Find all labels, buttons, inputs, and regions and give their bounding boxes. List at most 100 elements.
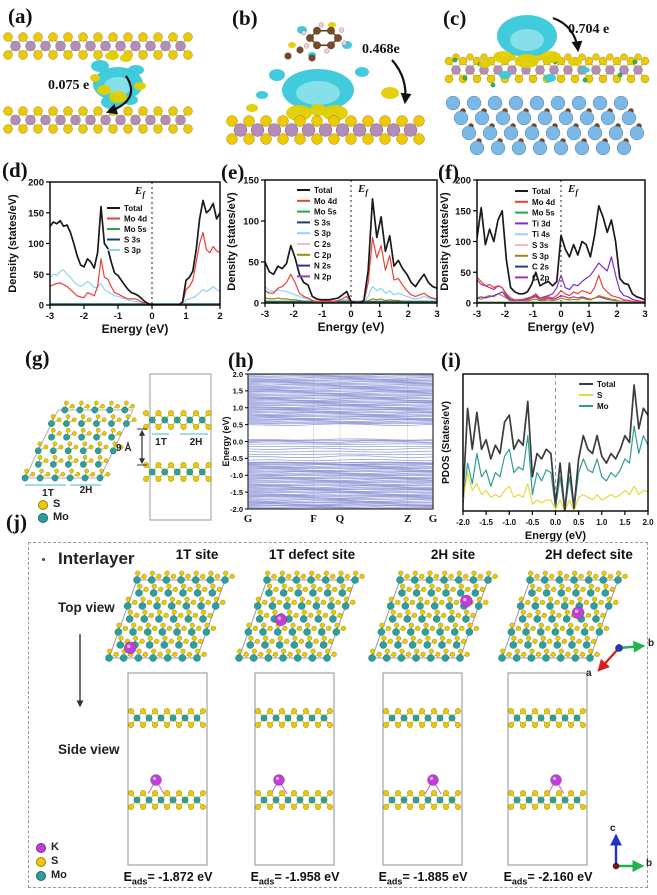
panel-label-d: (d) [2, 158, 28, 182]
svg-text:Energy (eV): Energy (eV) [102, 322, 169, 336]
svg-text:S 3s: S 3s [532, 241, 549, 250]
svg-text:-3: -3 [473, 309, 481, 320]
axis-a-label: a [586, 668, 592, 679]
axis-b-label-top: b [648, 638, 655, 649]
panel-label-h: (h) [228, 348, 254, 372]
svg-text:Q: Q [336, 513, 345, 525]
panel-c-structure-image [444, 15, 650, 156]
mo-legend-icon [36, 870, 46, 881]
svg-text:2: 2 [406, 309, 411, 320]
svg-text:Ti 3d: Ti 3d [532, 219, 551, 228]
svg-text:Energy (eV): Energy (eV) [525, 530, 586, 542]
svg-text:Energy (eV): Energy (eV) [221, 416, 231, 466]
pdos-chart-i: -2.0 -1.5 -1.0 -0.5 0.0 0.5 1.0 1.5 2.0 Energy (e… [441, 373, 654, 542]
column-header-1t-defect-site: 1T defect site [268, 547, 356, 562]
axis-c-label: c [610, 823, 616, 834]
panel-label-a: (a) [8, 4, 33, 28]
phase-label-2h-top: 2H [79, 485, 93, 496]
svg-text:-2.0: -2.0 [456, 518, 470, 527]
svg-text:N 2p: N 2p [314, 272, 331, 281]
svg-text:0: 0 [466, 299, 471, 310]
eads-1t-site: Eads= -1.872 eV [123, 870, 213, 887]
svg-text:1.5: 1.5 [233, 387, 243, 396]
eads-2h-site: Eads= -1.885 eV [378, 870, 468, 887]
svg-text:Mo 4d: Mo 4d [314, 197, 337, 206]
svg-text:3: 3 [434, 309, 439, 320]
svg-text:Ef: Ef [567, 183, 579, 197]
svg-text:C 2s: C 2s [314, 240, 331, 249]
legend-g-mo: Mo [38, 512, 69, 523]
top-view-2h-site [368, 570, 498, 662]
panel-label-e: (e) [221, 160, 245, 184]
charge-transfer-label-c: 0.704 e [568, 22, 610, 37]
panel-j-title: Interlayer [58, 549, 135, 568]
svg-text:150: 150 [28, 208, 44, 219]
svg-text:-1: -1 [318, 309, 327, 320]
svg-text:0.0: 0.0 [550, 518, 562, 527]
svg-text:2.0: 2.0 [642, 518, 654, 527]
panel-a-structure-image [3, 32, 193, 134]
svg-text:50: 50 [460, 268, 471, 279]
top-view-1t-site [105, 570, 235, 662]
svg-text:S 3s: S 3s [314, 218, 331, 227]
svg-text:1.5: 1.5 [619, 518, 631, 527]
svg-text:Mo 4d: Mo 4d [532, 198, 555, 207]
sulfur-legend-label: S [51, 855, 59, 867]
svg-text:0.5: 0.5 [233, 420, 243, 429]
svg-text:2: 2 [614, 309, 619, 320]
svg-text:G: G [244, 513, 253, 525]
svg-text:150: 150 [455, 206, 471, 217]
svg-text:0.0: 0.0 [233, 437, 243, 446]
interlayer-distance-label: 9 Å [116, 443, 132, 454]
mo-legend-label: Mo [53, 511, 69, 523]
panel-b-structure-image [226, 22, 425, 145]
svg-text:1: 1 [183, 311, 189, 322]
svg-text:1: 1 [377, 309, 383, 320]
panel-label-b: (b) [232, 6, 258, 30]
svg-text:-2: -2 [80, 311, 88, 322]
svg-text:100: 100 [243, 217, 259, 228]
top-view-2h-defect-site [498, 570, 628, 662]
svg-text:G: G [429, 513, 438, 525]
svg-text:-1.0: -1.0 [502, 518, 516, 527]
eads-2h-defect-site: Eads= -2.160 eV [503, 870, 593, 887]
top-to-side-arrow [76, 634, 84, 708]
svg-text:Density (states/eV): Density (states/eV) [439, 192, 451, 291]
svg-text:2.0: 2.0 [233, 370, 243, 379]
side-view-1t-site [127, 672, 208, 866]
svg-text:-1.5: -1.5 [479, 518, 493, 527]
legend-j-s: S [36, 856, 58, 867]
svg-text:0: 0 [254, 299, 259, 310]
svg-text:S 3p: S 3p [314, 229, 331, 238]
svg-text:Density (states/eV): Density (states/eV) [226, 192, 238, 291]
dos-chart-f: Ef -3 -2 -1 0 1 2 3 0 50 100 150 200 Energy (eV) Densi… [439, 176, 648, 335]
svg-text:200: 200 [455, 176, 471, 187]
svg-text:Total: Total [597, 380, 616, 389]
potassium-legend-label: K [51, 841, 59, 853]
svg-text:0: 0 [39, 301, 44, 312]
svg-text:PDOS (States/eV): PDOS (States/eV) [441, 401, 452, 484]
svg-text:-1.5: -1.5 [230, 488, 243, 497]
svg-text:F: F [310, 513, 317, 525]
svg-text:50: 50 [248, 258, 259, 269]
svg-text:100: 100 [28, 239, 44, 250]
svg-text:0.5: 0.5 [573, 518, 585, 527]
svg-text:200: 200 [28, 178, 44, 189]
svg-text:C 2p: C 2p [314, 251, 331, 260]
legend-j-k: K [36, 842, 59, 853]
column-header-2h-defect-site: 2H defect site [545, 547, 633, 562]
row-label-top-view: Top view [58, 600, 115, 615]
svg-text:Ti 4s: Ti 4s [532, 230, 551, 239]
bullet-dot [42, 558, 45, 561]
svg-text:1.0: 1.0 [233, 404, 243, 413]
svg-text:Mo 4d: Mo 4d [124, 215, 147, 224]
svg-text:Ef: Ef [134, 185, 146, 199]
panel-label-i: (i) [441, 348, 461, 372]
panel-label-c: (c) [443, 6, 467, 30]
eads-1t-defect-site: Eads= -1.958 eV [250, 870, 340, 887]
panel-label-j: (j) [6, 510, 27, 534]
side-view-2h-defect-site [507, 672, 588, 866]
phase-label-1t-side: 1T [155, 437, 167, 448]
svg-text:Mo 5s: Mo 5s [124, 225, 147, 234]
svg-text:Mo 5s: Mo 5s [532, 209, 555, 218]
